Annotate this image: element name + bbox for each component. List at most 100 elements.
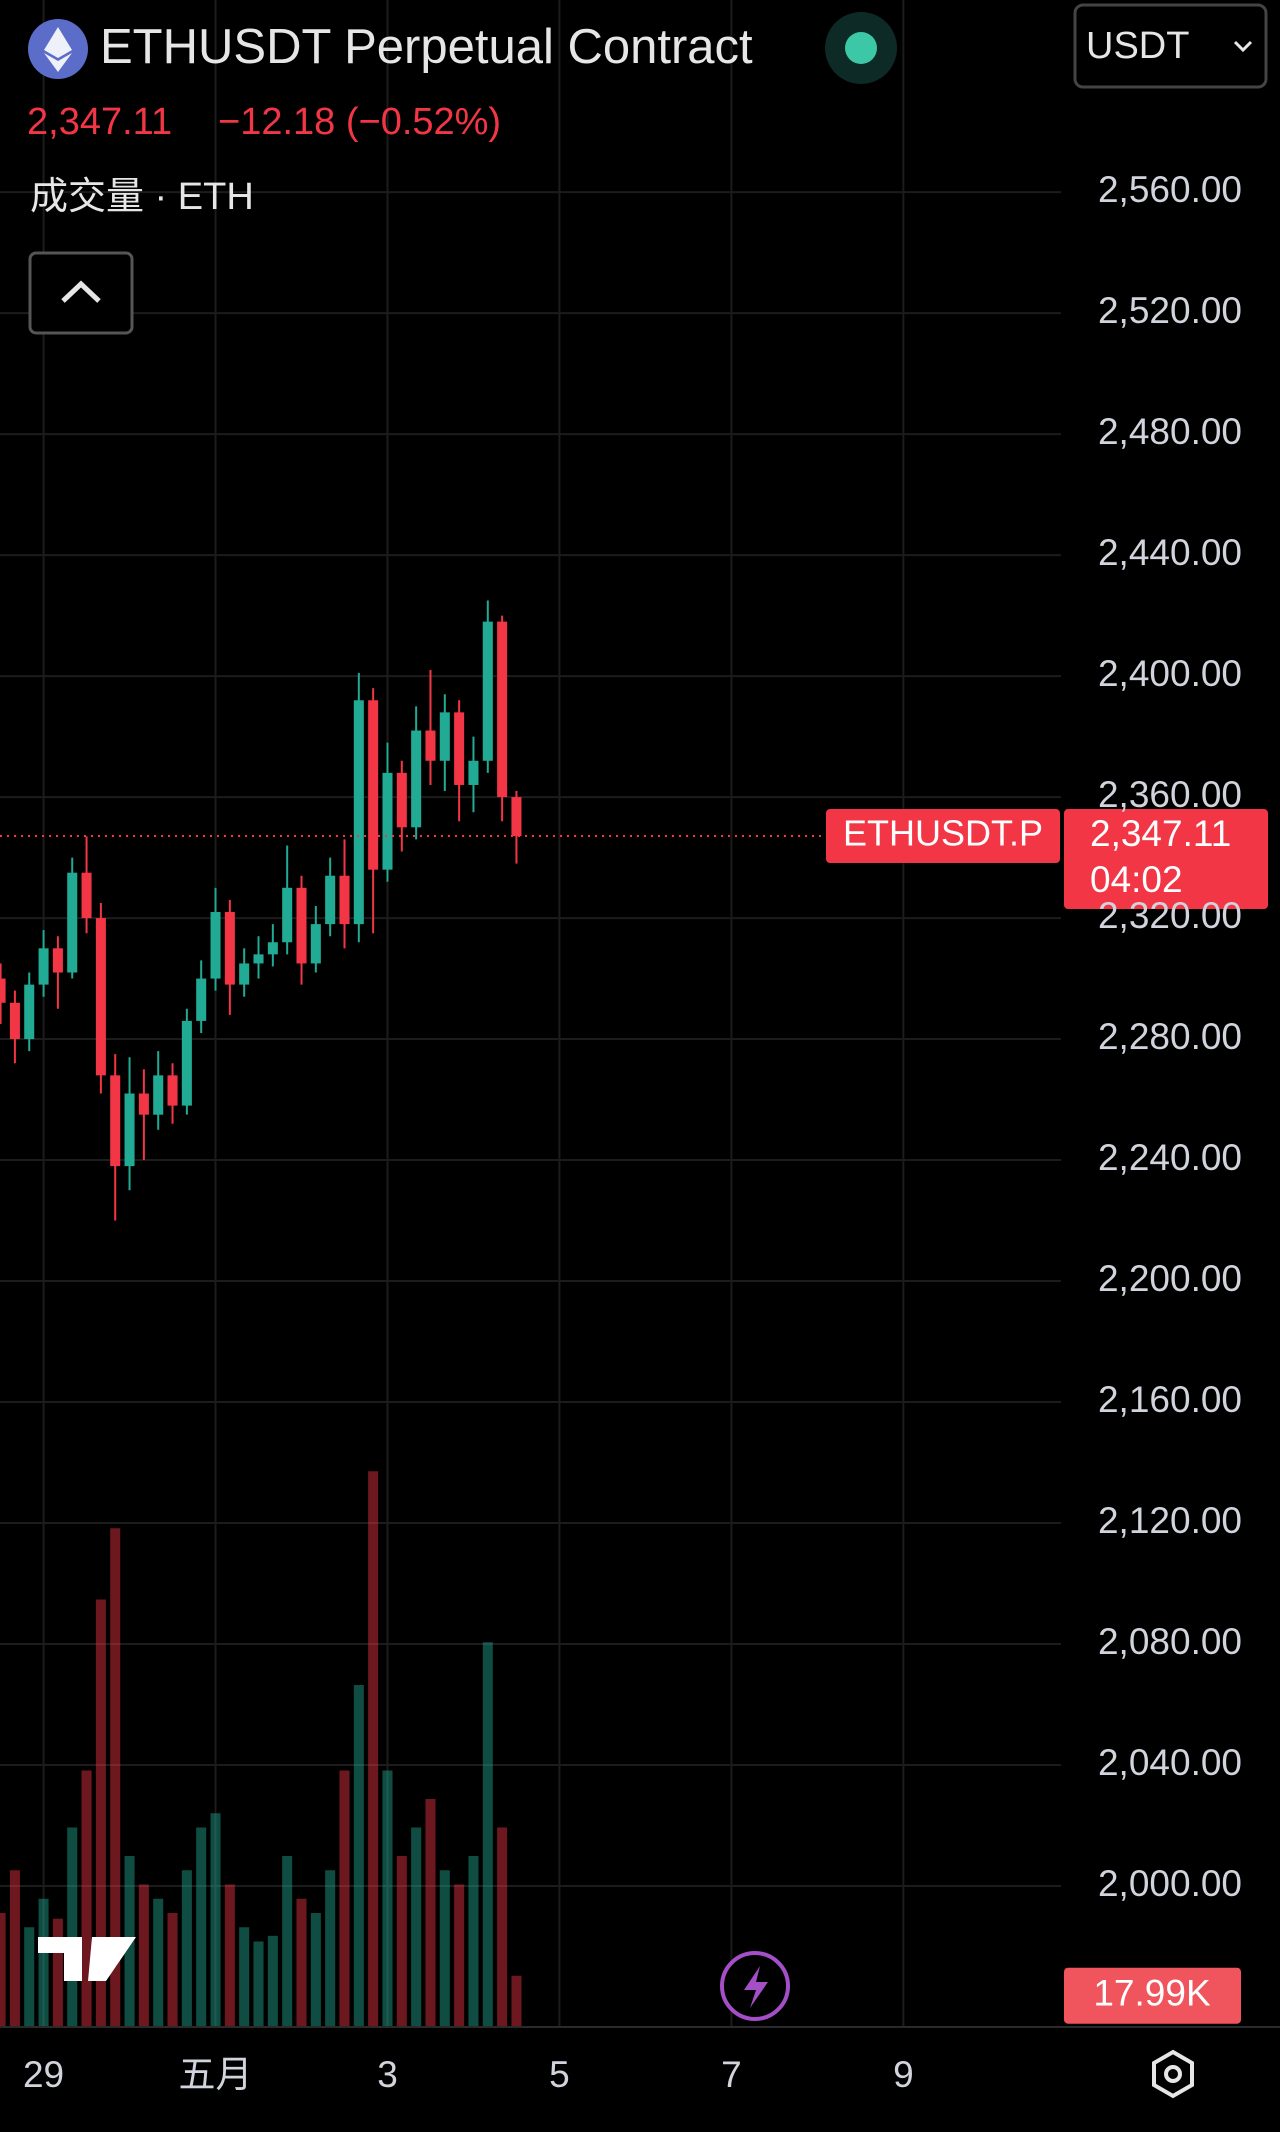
eth-glyph <box>44 27 72 72</box>
candle-body <box>267 942 278 955</box>
candle-body <box>497 621 508 798</box>
volume-bar <box>38 1898 49 2027</box>
x-tick-label: 29 <box>23 2054 64 2095</box>
volume-bar <box>181 1870 192 2027</box>
volume-bar <box>67 1827 78 2027</box>
volume-layer <box>0 1471 522 2027</box>
y-tick-label: 2,080.00 <box>1098 1621 1242 1662</box>
price-tag: 2,347.11 <box>1090 813 1231 854</box>
volume-bar <box>95 1599 106 2027</box>
volume-bar <box>110 1528 121 2027</box>
y-tick-label: 2,200.00 <box>1098 1258 1242 1299</box>
volume-bar <box>167 1913 178 2027</box>
volume-bar <box>382 1770 393 2027</box>
y-tick-label: 2,520.00 <box>1098 290 1242 331</box>
lightning-icon <box>744 1966 768 2008</box>
candle-body <box>339 875 350 925</box>
volume-tag-bg <box>1064 1967 1241 2024</box>
y-tick-label: 2,160.00 <box>1098 1379 1242 1420</box>
price-tag-bg <box>1064 809 1268 910</box>
x-tick-label: 五月 <box>179 2054 253 2095</box>
candle-body <box>454 712 465 785</box>
volume-bar <box>282 1856 293 2027</box>
candle-body <box>196 978 207 1021</box>
candle-body <box>67 872 78 973</box>
volume-bar <box>353 1685 364 2027</box>
candle-body <box>253 954 264 964</box>
volume-bar <box>210 1813 221 2027</box>
title: ETHUSDT Perpetual Contract <box>100 20 753 74</box>
volume-bar <box>196 1827 207 2027</box>
candle-body <box>368 700 379 870</box>
candle-body <box>167 1075 178 1106</box>
volume-bar <box>296 1898 307 2027</box>
volume-bar <box>468 1856 479 2027</box>
y-tick-label: 2,240.00 <box>1098 1137 1242 1178</box>
candle-body <box>210 912 221 979</box>
y-tick-label: 2,400.00 <box>1098 653 1242 694</box>
volume-bar <box>511 1975 522 2027</box>
candle-body <box>511 797 522 837</box>
symbol-tag-bg <box>826 809 1060 864</box>
candle-body <box>482 621 493 761</box>
candle-body <box>181 1020 192 1106</box>
volume-bar <box>0 1913 6 2027</box>
tv-logo <box>38 1937 136 1981</box>
y-tick-label: 2,560.00 <box>1098 169 1242 210</box>
candle-body <box>9 1002 20 1040</box>
last-price: 2,347.11 <box>27 101 172 143</box>
y-tick-label: 2,320.00 <box>1098 895 1242 936</box>
volume-bar <box>396 1856 407 2027</box>
candle-body <box>396 772 407 828</box>
volume-bar <box>24 1927 35 2027</box>
status-dot <box>845 32 877 64</box>
candle-body <box>296 887 307 964</box>
volume-bar <box>253 1941 264 2027</box>
candle-body <box>24 984 35 1040</box>
volume-bar <box>9 1870 20 2027</box>
y-tick-label: 2,480.00 <box>1098 411 1242 452</box>
volume-bar <box>439 1870 450 2027</box>
candle-body <box>353 700 364 925</box>
x-tick-label: 9 <box>893 2054 914 2095</box>
candle-body <box>468 760 479 785</box>
candle-body <box>310 924 321 964</box>
candle-body <box>95 918 106 1076</box>
y-tick-label: 2,360.00 <box>1098 774 1242 815</box>
candle-body <box>38 948 49 985</box>
candle-body <box>153 1075 164 1115</box>
candle-layer <box>0 600 522 1221</box>
volume-bar <box>239 1927 250 2027</box>
volume-tag: 17.99K <box>1093 1973 1211 2014</box>
candle-body <box>0 978 6 1003</box>
candle-body <box>411 730 422 828</box>
currency-dropdown[interactable] <box>1073 3 1268 89</box>
collapse-icon <box>61 280 101 303</box>
volume-bar <box>267 1935 278 2027</box>
y-tick-label: 2,280.00 <box>1098 1016 1242 1057</box>
candle-body <box>124 1093 135 1167</box>
indicator-label: 成交量 · ETH <box>30 176 254 218</box>
countdown: 04:02 <box>1090 859 1183 900</box>
candle-body <box>439 712 450 761</box>
candle-body <box>239 963 250 985</box>
volume-bar <box>325 1870 336 2027</box>
y-tick-label: 2,000.00 <box>1098 1863 1242 1904</box>
candle-body <box>110 1075 121 1167</box>
x-tick-label: 5 <box>549 2054 570 2095</box>
collapse-button[interactable] <box>28 251 134 335</box>
candle-body <box>52 948 63 973</box>
volume-bar <box>411 1827 422 2027</box>
x-tick-label: 3 <box>377 2054 398 2095</box>
candle-body <box>138 1093 149 1115</box>
y-tick-label: 2,440.00 <box>1098 532 1242 573</box>
volume-bar <box>368 1471 379 2027</box>
symbol-tag: ETHUSDT.P <box>843 813 1043 854</box>
candle-body <box>382 772 393 870</box>
volume-bar <box>81 1770 92 2027</box>
candle-body <box>81 872 92 919</box>
candle-body <box>224 912 235 985</box>
candle-body <box>425 730 436 761</box>
settings-button[interactable] <box>1152 2049 1194 2099</box>
